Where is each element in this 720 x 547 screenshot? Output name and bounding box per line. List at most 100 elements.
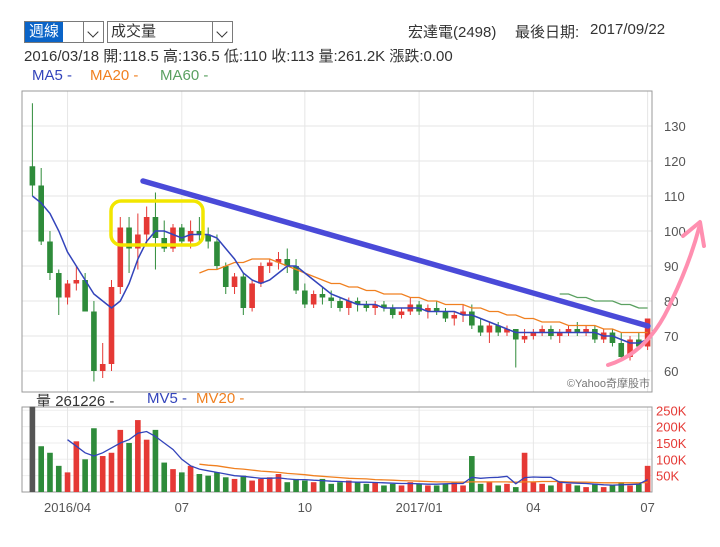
volume-bar (275, 474, 282, 492)
candlestick (91, 301, 97, 382)
legend-volume-label: 量 (36, 393, 52, 410)
volume-bar (266, 477, 273, 492)
volume-bar (618, 482, 625, 492)
volume-bar (609, 485, 616, 492)
candle-body (389, 308, 396, 315)
candlestick (574, 322, 581, 336)
candlestick (618, 332, 625, 361)
candle-body (126, 227, 132, 249)
candle-body (644, 318, 651, 347)
volume-tick-label: 200K (656, 420, 687, 435)
candlestick (521, 329, 528, 343)
candle-body (530, 332, 537, 336)
axis-labels: 6070809010011012013050K100K150K200K250K2… (44, 119, 687, 515)
candle-body (495, 325, 502, 333)
indicator-select-value: 成交量 (111, 23, 157, 40)
volume-bar (345, 480, 352, 492)
candlestick (337, 297, 343, 312)
volume-bar (214, 472, 220, 492)
legend-ma20: MA20 - (90, 67, 138, 84)
candlestick (161, 220, 168, 252)
legend-mv20-value: - (239, 390, 245, 407)
volume-bar (178, 472, 185, 492)
candlestick (442, 308, 449, 322)
volume-bar (504, 483, 510, 492)
volume-bars (29, 406, 651, 492)
legend-ma60-label: MA60 (160, 67, 200, 84)
candlestick (231, 273, 238, 294)
volume-bar (293, 478, 299, 492)
candlestick (196, 217, 203, 242)
volume-bar (530, 482, 537, 492)
legend-ma5-value: - (67, 67, 73, 84)
candlestick (460, 304, 466, 322)
candle-body (152, 217, 159, 238)
candlestick (477, 318, 484, 336)
volume-bar (310, 482, 317, 492)
time-tick-label: 2016/04 (44, 500, 91, 515)
volume-bar (284, 482, 291, 492)
volume-bar (644, 465, 651, 492)
volume-bar (187, 465, 194, 492)
candle-body (328, 297, 335, 301)
indicator-select[interactable]: 成交量 (107, 21, 233, 43)
change-label: 漲跌: (389, 48, 424, 65)
candle-body (363, 304, 370, 308)
candle-body (64, 283, 71, 298)
candlestick (240, 273, 247, 315)
volume-bar (460, 485, 466, 492)
candle-body (231, 276, 238, 287)
volume-bar (512, 487, 519, 492)
candlestick (583, 325, 589, 336)
volume-bar (627, 485, 633, 492)
toolbar: 週線 成交量 宏達電(2498) 最後日期: 2017/09/22 (0, 0, 720, 44)
volume-bar (451, 482, 458, 492)
chevron-down-icon[interactable] (212, 22, 232, 42)
volume-bar (583, 487, 589, 492)
time-tick-label: 10 (298, 500, 312, 515)
legend-mv20: MV20 - (196, 390, 244, 407)
candle-body (583, 329, 589, 333)
period-select[interactable]: 週線 (24, 21, 104, 43)
volume-bar (64, 472, 71, 492)
volume-bar (521, 452, 528, 492)
candle-body (284, 259, 291, 266)
legend-volume: 量 261226 - (36, 390, 114, 411)
time-tick-label: 04 (526, 500, 540, 515)
candlestick (495, 322, 502, 336)
mv20-line (199, 463, 648, 484)
volume-bar (205, 475, 211, 492)
candle-body (627, 339, 633, 357)
volume-bar (433, 485, 440, 492)
ma5-line (31, 195, 648, 344)
volume-tick-label: 100K (656, 452, 687, 467)
chevron-down-icon[interactable] (83, 22, 103, 42)
volume-bar (574, 485, 581, 492)
volume-bar (126, 442, 132, 492)
volume-tick-label: 50K (656, 469, 679, 484)
volume-bar (495, 485, 502, 492)
trend-line (140, 178, 651, 329)
volume-bar (539, 483, 545, 492)
candle-body (609, 332, 616, 343)
candlestick (504, 325, 510, 336)
price-tick-label: 90 (664, 259, 678, 274)
candle-body (618, 343, 625, 357)
volume-bar (486, 482, 493, 492)
volume-tick-label: 150K (656, 436, 687, 451)
moving-average-lines (31, 195, 648, 486)
candle-body (29, 166, 36, 186)
candle-body (143, 217, 150, 235)
ohlc-date: 2016/03/18 (24, 48, 100, 65)
candlestick (372, 301, 378, 315)
volume-bar (170, 469, 176, 492)
candlestick (47, 231, 53, 280)
time-tick-label: 07 (640, 500, 654, 515)
last-date-label: 最後日期: (515, 24, 580, 41)
price-tick-label: 100 (664, 224, 686, 239)
close-value: 113 (290, 48, 315, 65)
volume-bar (152, 429, 159, 492)
volume-bar (469, 456, 475, 492)
candlestick (407, 297, 414, 315)
